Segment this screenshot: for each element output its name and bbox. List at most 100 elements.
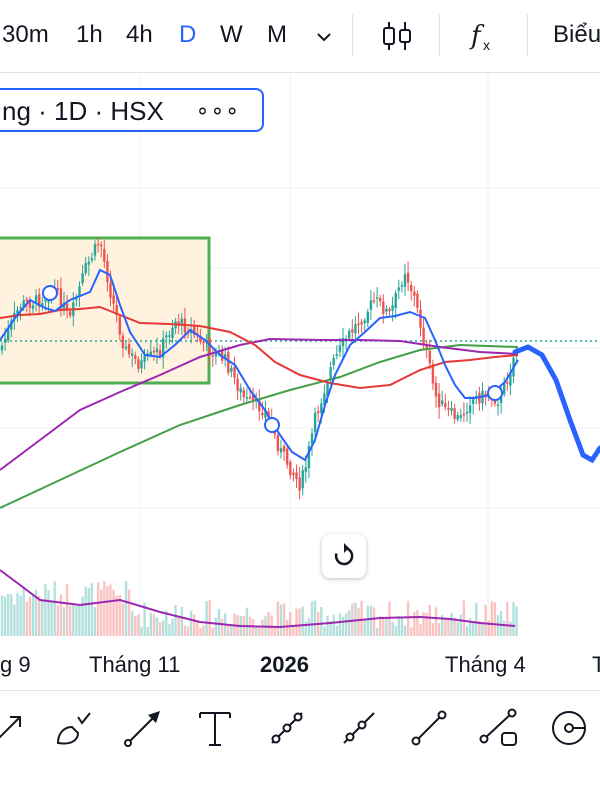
- volume-bar: [22, 586, 25, 636]
- volume-bar: [468, 618, 472, 636]
- volume-bar: [416, 610, 419, 636]
- candle-body: [385, 308, 388, 312]
- ray-icon[interactable]: [336, 705, 382, 751]
- volume-bar: [87, 587, 90, 636]
- volume-bar: [47, 590, 50, 636]
- volume-bar: [131, 611, 134, 636]
- projection-curve[interactable]: [512, 344, 600, 464]
- candle-body: [87, 261, 90, 265]
- candle-body: [0, 345, 4, 351]
- timeframe-30m[interactable]: 30m: [2, 21, 49, 48]
- candle-body: [162, 338, 165, 358]
- candle-body: [248, 396, 252, 399]
- text-icon[interactable]: [192, 705, 238, 751]
- volume-bar: [50, 601, 53, 636]
- chevron-down-icon[interactable]: [306, 16, 342, 56]
- candle-body: [127, 344, 131, 355]
- candle-body: [149, 351, 152, 356]
- volume-bar: [335, 626, 338, 636]
- volume-bar: [202, 625, 205, 636]
- timeframe-d[interactable]: D: [179, 21, 197, 48]
- candle-body: [100, 244, 103, 247]
- price-chart[interactable]: [0, 73, 600, 690]
- ma-green-line: [0, 343, 519, 509]
- candle-body: [304, 467, 307, 472]
- volume-bar: [310, 601, 314, 636]
- candle-body: [193, 326, 196, 335]
- timeframe-1h[interactable]: 1h: [76, 21, 103, 48]
- candle-body: [224, 354, 227, 360]
- more-options-icon[interactable]: ∘∘∘: [195, 98, 240, 123]
- candle-body: [410, 285, 413, 292]
- svg-text:x: x: [483, 37, 490, 53]
- volume-ma-line: [0, 569, 516, 629]
- candle-body: [400, 285, 404, 287]
- volume-bar: [437, 623, 441, 636]
- candle-body: [180, 318, 183, 324]
- candle-body: [279, 448, 283, 453]
- volume-bar: [323, 626, 326, 636]
- volume-bar: [372, 607, 376, 636]
- trend-line-icon[interactable]: [406, 705, 452, 751]
- timeframe-4h[interactable]: 4h: [126, 21, 153, 48]
- candle-body: [202, 341, 205, 344]
- arrow-line-icon[interactable]: [0, 705, 32, 751]
- volume-bar: [295, 608, 298, 636]
- candle-body: [335, 354, 338, 356]
- volume-bar: [434, 607, 438, 636]
- candle-body: [372, 300, 376, 303]
- candle-body: [366, 311, 369, 324]
- volume-bar: [490, 601, 493, 636]
- volume-bar: [134, 616, 137, 636]
- candle-body: [7, 328, 10, 341]
- signal-marker[interactable]: [264, 417, 280, 433]
- timeframe-m[interactable]: M: [267, 21, 287, 48]
- x-axis-label: T: [592, 652, 600, 677]
- signal-marker[interactable]: [487, 385, 503, 401]
- volume-bar: [493, 602, 497, 636]
- volume-bar: [255, 627, 258, 636]
- candle-body: [230, 367, 233, 372]
- candle-body: [413, 291, 416, 296]
- volume-bar: [282, 603, 286, 636]
- path-icon[interactable]: [264, 705, 310, 751]
- timeframe-w[interactable]: W: [220, 21, 243, 48]
- fx-icon[interactable]: f x: [463, 16, 503, 56]
- volume-bar: [379, 615, 382, 636]
- volume-bar: [366, 605, 369, 636]
- brush-icon[interactable]: [50, 705, 96, 751]
- volume-bar: [431, 623, 435, 636]
- candle-body: [422, 327, 425, 344]
- candle-body: [124, 346, 128, 349]
- volume-bar: [512, 602, 515, 636]
- circle-target-icon[interactable]: [546, 705, 592, 751]
- candle-body: [152, 350, 156, 353]
- signal-marker[interactable]: [42, 285, 58, 301]
- volume-bar: [165, 610, 168, 636]
- candle-body: [459, 415, 462, 418]
- candle-body: [69, 311, 72, 316]
- reset-chart-button[interactable]: [322, 534, 366, 578]
- volume-bar: [38, 595, 41, 636]
- candle-body: [462, 413, 466, 416]
- volume-bar: [270, 615, 273, 636]
- candle-body: [158, 350, 162, 357]
- candle-body: [106, 260, 109, 283]
- candle-body: [134, 355, 137, 359]
- candle-body: [22, 300, 25, 308]
- info-line-icon[interactable]: [476, 705, 522, 751]
- volume-bar: [41, 601, 44, 636]
- candle-body: [394, 292, 397, 309]
- symbol-legend[interactable]: ng · 1D · HSX ∘∘∘: [0, 88, 264, 132]
- candlestick-icon[interactable]: [377, 16, 417, 56]
- chart-type-button[interactable]: Biểu: [553, 21, 600, 48]
- volume-bar: [413, 612, 416, 636]
- candle-body: [10, 320, 13, 330]
- volume-bar: [515, 606, 518, 636]
- candle-body: [317, 410, 320, 413]
- candle-body: [96, 243, 100, 246]
- arrow-icon[interactable]: [120, 705, 166, 751]
- candle-body: [468, 405, 472, 413]
- volume-bar: [217, 608, 221, 636]
- candle-body: [168, 335, 171, 337]
